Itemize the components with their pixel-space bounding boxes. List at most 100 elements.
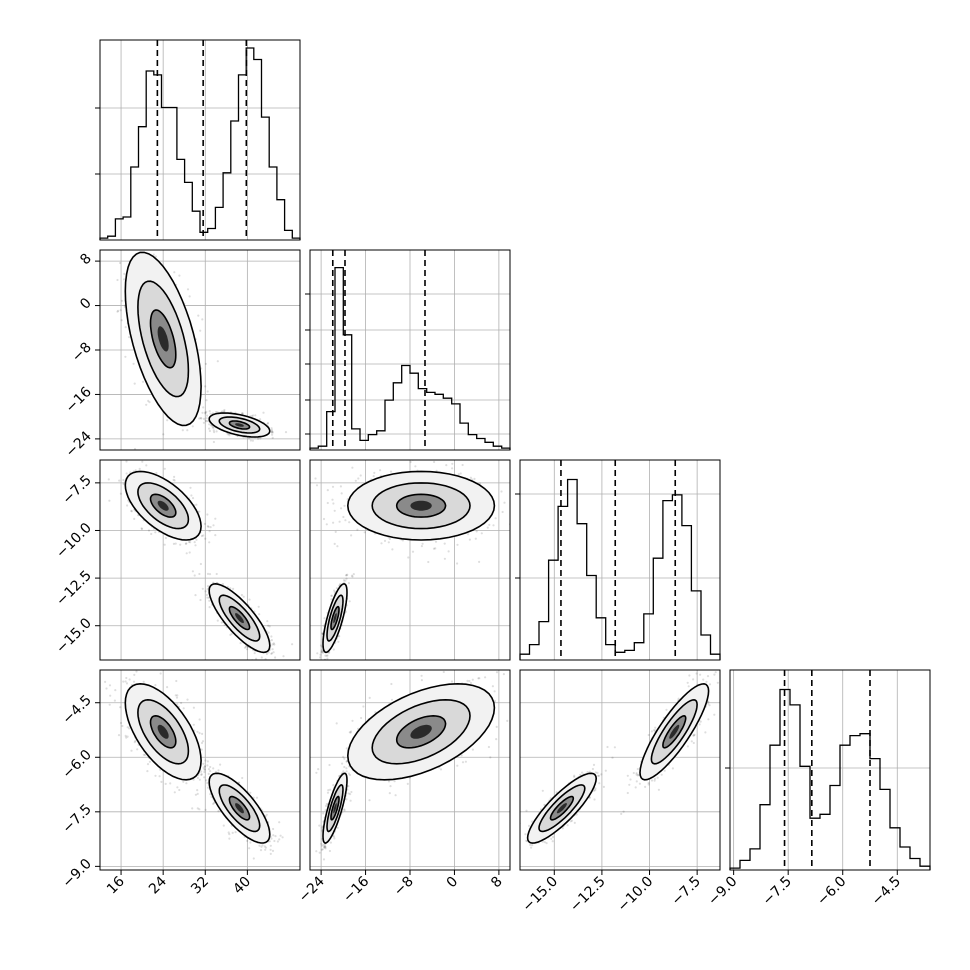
sample-point — [266, 422, 269, 425]
sample-point — [474, 537, 477, 540]
sample-point — [266, 421, 270, 425]
sample-point — [270, 652, 273, 655]
sample-point — [414, 465, 417, 468]
sample-point — [270, 652, 274, 655]
sample-point — [348, 600, 351, 603]
sample-point — [201, 411, 204, 414]
sample-point — [137, 514, 140, 517]
sample-point — [445, 464, 448, 467]
sample-point — [511, 539, 513, 541]
sample-point — [120, 319, 123, 322]
sample-point — [204, 590, 207, 593]
sample-point — [198, 417, 201, 420]
sample-point — [122, 478, 125, 482]
sample-point — [128, 242, 130, 244]
sample-point — [178, 788, 181, 792]
sample-point — [351, 466, 354, 469]
axes-frame — [309, 459, 511, 661]
sample-point — [343, 504, 346, 507]
sample-point — [141, 460, 144, 463]
sample-point — [330, 598, 333, 601]
sample-point — [200, 534, 203, 538]
sample-point — [155, 471, 158, 475]
sample-point — [195, 503, 198, 506]
sample-point — [270, 431, 273, 434]
sample-point — [344, 519, 347, 522]
sample-point — [133, 382, 136, 385]
scatter-panel-2-1 — [89, 229, 301, 451]
sample-point — [447, 550, 450, 553]
sample-point — [126, 735, 129, 738]
sample-point — [89, 229, 91, 231]
sample-point — [433, 456, 435, 458]
sample-point — [326, 654, 329, 657]
sample-point — [186, 698, 189, 701]
sample-point — [443, 557, 446, 560]
sample-point — [503, 501, 506, 504]
sample-point — [246, 648, 249, 651]
sample-point — [243, 646, 247, 649]
sample-point — [160, 780, 163, 784]
histogram-step-line — [309, 266, 511, 450]
sample-point — [401, 539, 404, 542]
sample-point — [391, 548, 394, 551]
sample-point — [172, 478, 175, 481]
sample-point — [173, 271, 176, 274]
sample-point — [164, 782, 167, 786]
sample-point — [494, 517, 497, 520]
sample-point — [159, 768, 162, 771]
sample-point — [373, 471, 376, 474]
density-peak — [333, 613, 337, 624]
sample-point — [252, 414, 255, 417]
sample-point — [208, 423, 211, 426]
sample-point — [345, 577, 348, 580]
sample-point — [267, 624, 270, 627]
sample-point — [185, 542, 188, 545]
sample-point — [138, 467, 141, 470]
histogram-panel-1 — [95, 39, 301, 241]
sample-point — [212, 440, 215, 444]
sample-point — [271, 433, 274, 436]
sample-point — [208, 599, 211, 602]
sample-point — [251, 439, 254, 442]
sample-point — [204, 759, 207, 762]
sample-point — [196, 789, 199, 792]
sample-point — [189, 486, 192, 489]
sample-point — [199, 598, 202, 602]
sample-point — [500, 490, 503, 493]
sample-point — [212, 426, 215, 429]
sample-point — [142, 680, 145, 683]
density-peak — [235, 423, 244, 427]
sample-point — [512, 501, 514, 503]
sample-point — [174, 542, 177, 545]
contour-line — [208, 412, 271, 438]
histogram-step-line — [99, 47, 301, 240]
sample-point — [169, 782, 172, 785]
sample-point — [324, 654, 327, 657]
sample-point — [259, 437, 262, 440]
sample-point — [319, 653, 322, 656]
sample-point — [326, 489, 329, 492]
contour-line — [137, 482, 190, 530]
sample-point — [206, 513, 209, 516]
axes-frame — [519, 459, 721, 661]
sample-point — [128, 336, 131, 339]
sample-point — [126, 504, 129, 507]
sample-point — [359, 474, 362, 477]
sample-point — [380, 542, 383, 545]
sample-point — [228, 434, 231, 437]
sample-point — [333, 509, 336, 512]
sample-point — [145, 464, 148, 467]
sample-point — [334, 530, 337, 534]
sample-point — [239, 642, 242, 645]
sample-point — [195, 538, 198, 541]
sample-point — [114, 689, 117, 692]
sample-point — [129, 471, 132, 474]
sample-point — [199, 416, 202, 420]
sample-point — [208, 429, 211, 433]
sample-point — [204, 808, 207, 812]
sample-point — [214, 517, 217, 520]
density-peak — [235, 613, 244, 624]
sample-point — [120, 299, 124, 302]
contour-line — [228, 420, 251, 430]
